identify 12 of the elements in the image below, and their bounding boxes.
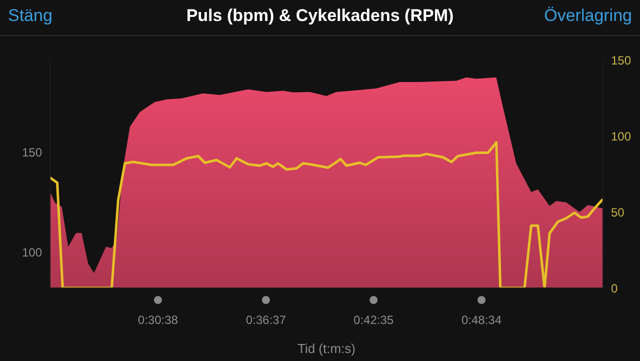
x-tick-label: 0:48:34 bbox=[461, 313, 502, 327]
text: Stäng bbox=[8, 6, 52, 26]
x-tick-label: 0:42:35 bbox=[354, 313, 394, 327]
text: Överlagring bbox=[544, 6, 632, 26]
y2-tick-label: 50 bbox=[611, 205, 625, 220]
y2-tick-label: 0 bbox=[611, 281, 618, 296]
y2-tick-label: 100 bbox=[611, 129, 632, 144]
y2-tick-label: 150 bbox=[611, 53, 632, 68]
chart-title: Puls (bpm) & Cykelkadens (RPM) bbox=[186, 6, 454, 25]
x-axis-title: Tid (t:m:s) bbox=[297, 341, 356, 356]
x-tick-label: 0:30:38 bbox=[138, 313, 178, 327]
x-tick-label: 0:36:37 bbox=[246, 313, 286, 327]
